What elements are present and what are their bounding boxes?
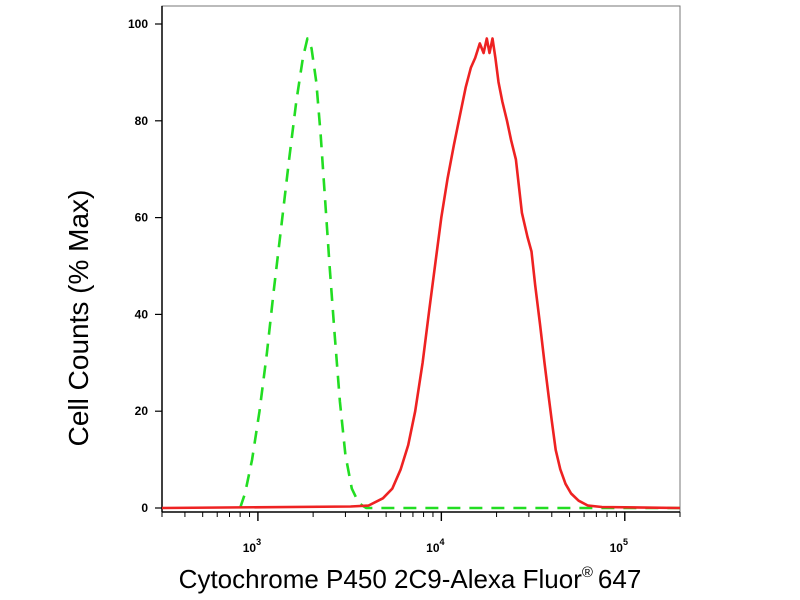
- y-tick-label: 100: [128, 17, 148, 31]
- series-layer: [161, 37, 681, 510]
- x-tick-label: 103: [243, 537, 261, 555]
- x-tick-exponent: 3: [256, 537, 261, 547]
- x-axis-title: Cytochrome P450 2C9-Alexa Fluor® 647: [179, 564, 642, 594]
- y-tick-label: 80: [135, 114, 149, 128]
- y-tick-label: 0: [141, 501, 148, 515]
- x-tick-label: 105: [610, 537, 628, 555]
- x-tick-exponent: 5: [623, 537, 628, 547]
- y-axis-ticks: 0 20 40 60 80 100: [128, 17, 162, 515]
- y-tick-label: 40: [135, 307, 149, 321]
- sample-histogram-line: [161, 37, 681, 510]
- plot-frame: [161, 5, 681, 513]
- x-axis-title-main: Cytochrome P450 2C9-Alexa Fluor: [179, 564, 583, 594]
- x-axis-title-registered-mark: ®: [582, 564, 593, 581]
- x-axis-ticks: 103 104 105: [161, 512, 681, 555]
- x-tick-label: 104: [426, 537, 444, 555]
- y-axis-title: Cell Counts (% Max): [63, 190, 94, 447]
- x-tick-base: 10: [243, 541, 257, 555]
- x-axis-title-suffix: 647: [598, 564, 641, 594]
- control-histogram-line: [238, 37, 680, 510]
- x-tick-base: 10: [426, 541, 440, 555]
- x-tick-exponent: 4: [440, 537, 445, 547]
- y-tick-label: 20: [135, 404, 149, 418]
- x-tick-base: 10: [610, 541, 624, 555]
- y-tick-label: 60: [135, 211, 149, 225]
